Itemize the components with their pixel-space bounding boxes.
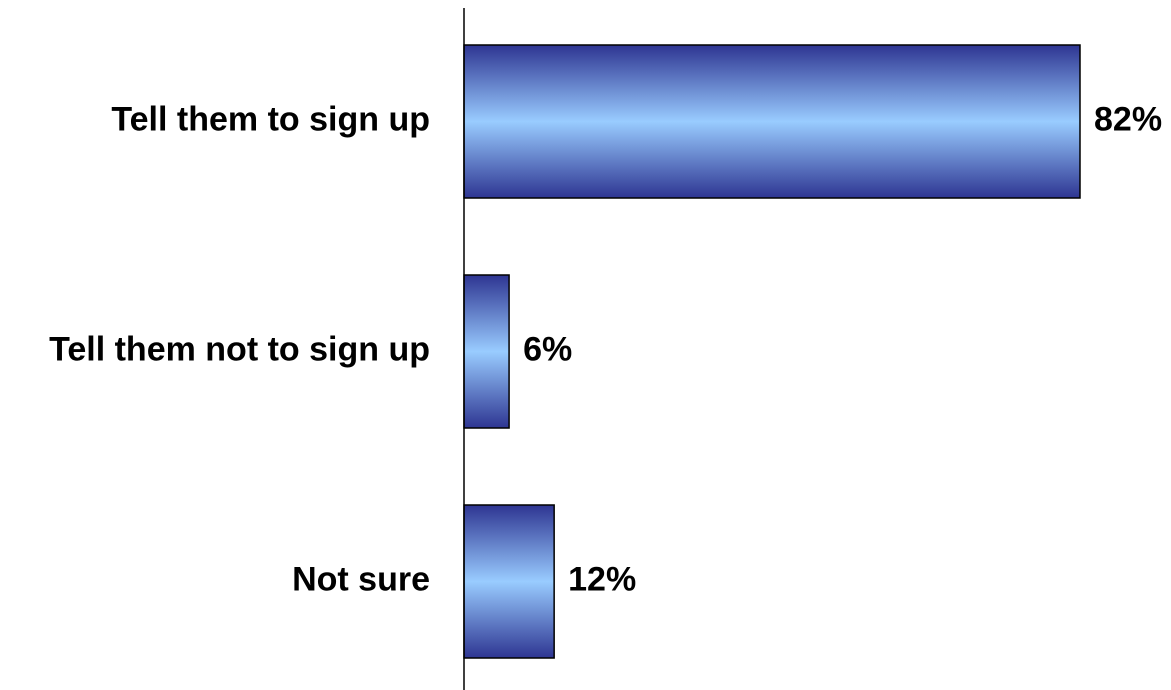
category-label-0: Tell them to sign up <box>111 100 430 138</box>
bar-1 <box>463 274 510 429</box>
bar-2 <box>463 504 555 659</box>
category-label-1: Tell them not to sign up <box>49 330 430 368</box>
value-label-1: 6% <box>523 330 572 368</box>
value-label-0: 82% <box>1094 100 1162 138</box>
labels-layer: Tell them to sign up 82% Tell them not to … <box>49 100 1162 598</box>
value-label-2: 12% <box>568 560 636 598</box>
category-label-2: Not sure <box>292 560 430 598</box>
bar-0 <box>463 44 1081 199</box>
bars-layer <box>463 44 1081 659</box>
